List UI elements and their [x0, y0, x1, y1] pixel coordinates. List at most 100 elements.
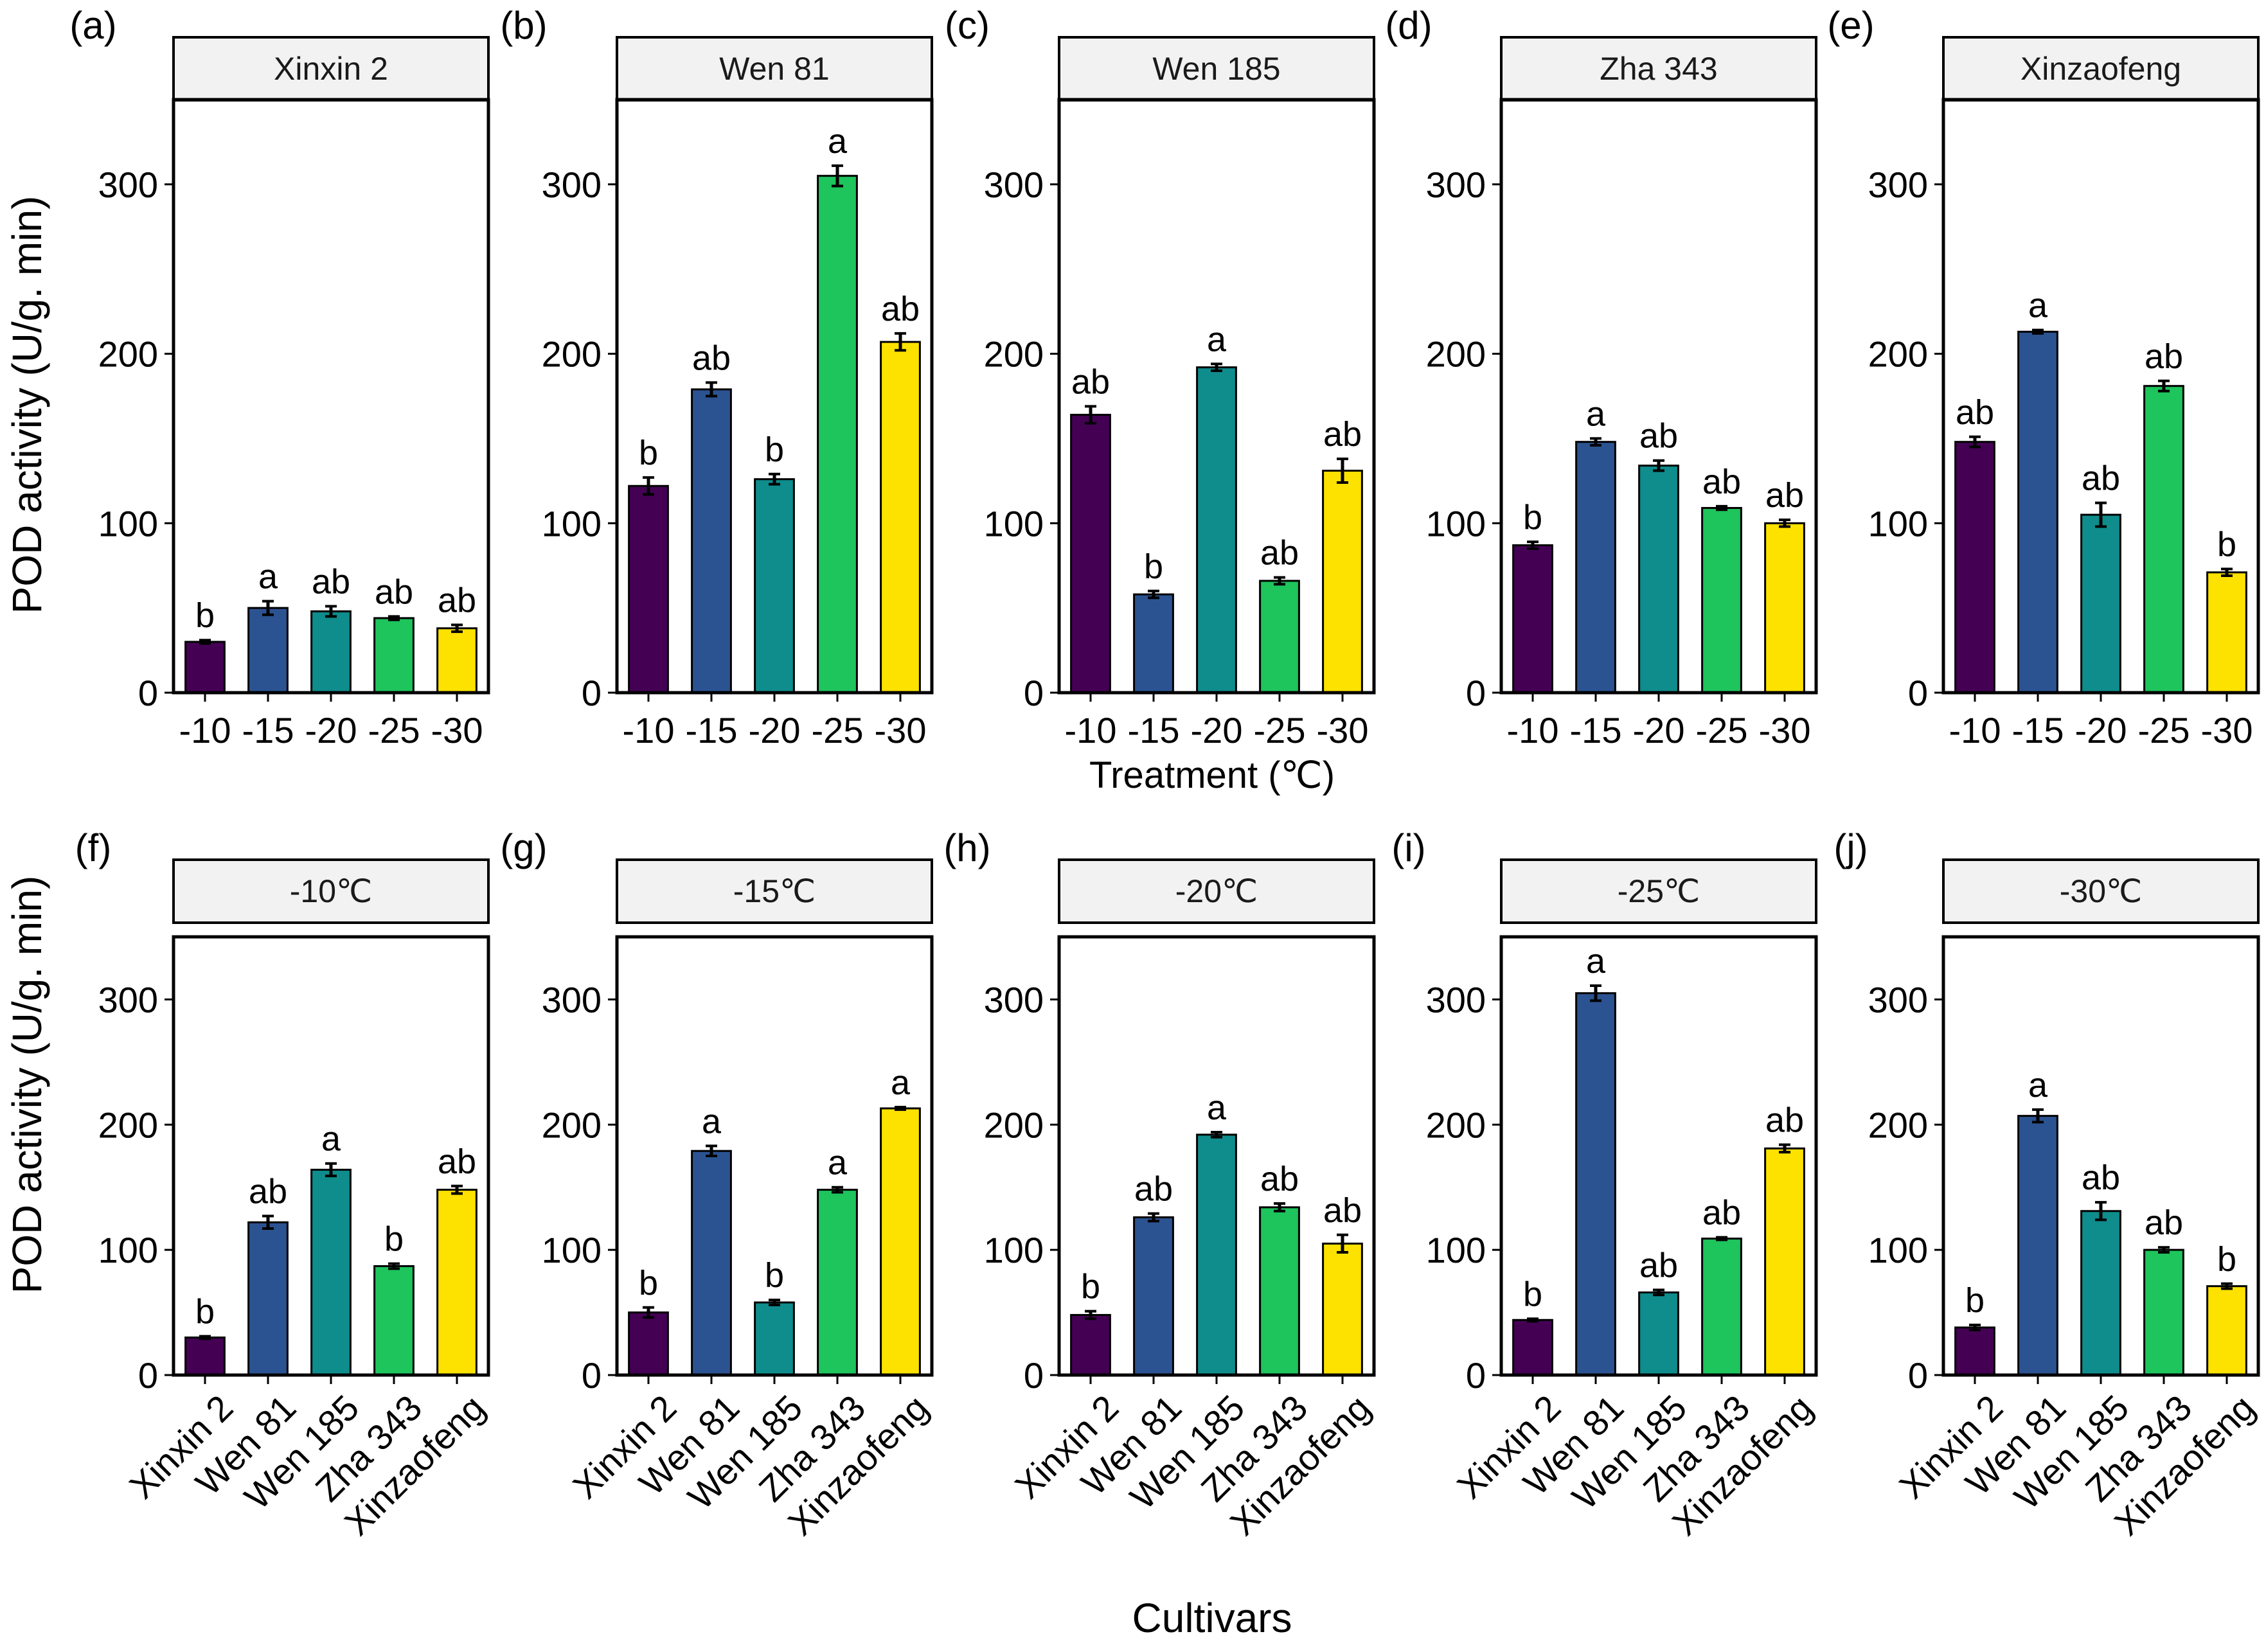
bar: [1701, 507, 1742, 694]
panel-frame: [615, 98, 934, 695]
significance-letter: b: [195, 596, 215, 635]
significance-letter: b: [765, 431, 784, 469]
significance-letter: a: [702, 1102, 722, 1141]
facet-strip-title: -30℃: [2060, 873, 2142, 909]
bar: [2143, 1248, 2184, 1376]
significance-letter: a: [2028, 287, 2048, 325]
bar: [754, 478, 795, 694]
facet-strip: [1500, 36, 1817, 102]
y-tick-label: 0: [138, 673, 158, 713]
panel-tag: (i): [1391, 826, 1425, 869]
y-tick-label: 100: [98, 503, 158, 544]
significance-letter: a: [321, 1120, 341, 1159]
x-axis-title-cultivars: Cultivars: [1132, 1595, 1292, 1641]
y-tick-label: 0: [1908, 673, 1928, 713]
panel-frame: [172, 935, 490, 1377]
bar: [1196, 1133, 1237, 1376]
y-tick-label: 200: [1426, 1105, 1486, 1145]
y-tick-label: 100: [98, 1230, 158, 1270]
y-tick-label: 0: [1466, 1355, 1486, 1396]
y-tick-label: 200: [98, 334, 158, 375]
bar: [184, 641, 226, 694]
bar: [1259, 580, 1300, 694]
bar: [880, 341, 921, 694]
significance-letter: ab: [881, 290, 920, 328]
significance-letter: ab: [438, 1142, 476, 1181]
bar: [1764, 1147, 1805, 1376]
significance-letter: a: [1586, 395, 1606, 433]
y-tick-label: 300: [98, 979, 158, 1020]
significance-letter: ab: [249, 1173, 287, 1211]
bar: [1133, 593, 1174, 694]
facet-strip: [172, 36, 490, 102]
bar: [436, 627, 477, 694]
bar: [817, 1189, 858, 1376]
facet-strip: [1500, 858, 1817, 924]
bar: [2206, 571, 2247, 694]
panel-tag: (e): [1827, 4, 1874, 47]
x-tick-label: -10: [179, 710, 231, 751]
y-tick-label: 200: [542, 1105, 602, 1145]
y-tick-label: 100: [984, 1230, 1044, 1270]
panel-frame: [1499, 935, 1818, 1377]
y-tick-label: 200: [1868, 1105, 1928, 1145]
y-tick-label: 200: [984, 334, 1044, 375]
significance-letter: ab: [375, 573, 413, 611]
significance-letter: b: [2217, 1240, 2236, 1279]
significance-letter: b: [384, 1220, 404, 1259]
x-tick-label: -15: [1570, 710, 1622, 751]
chart-panel: (c) Wen 185 0 100 200 300 ab -10 b -15 a -20 ab -25 ab…: [945, 4, 1376, 751]
x-tick-label: -30: [875, 710, 927, 751]
x-axis-title-treatment: Treatment (℃): [1089, 754, 1335, 796]
panel-frame: [1057, 98, 1376, 695]
significance-letter: b: [765, 1256, 784, 1295]
facet-strip: [172, 858, 490, 924]
bar: [2080, 1210, 2121, 1376]
bar: [817, 175, 858, 694]
y-axis-title-top: POD activity (U/g. min): [4, 196, 50, 614]
significance-letter: b: [1965, 1281, 1985, 1320]
bar: [247, 1221, 289, 1376]
y-tick-label: 100: [1426, 1230, 1486, 1270]
facet-strip: [616, 858, 933, 924]
significance-letter: ab: [1956, 393, 1994, 432]
bar: [247, 607, 289, 694]
facet-strip-title: Wen 185: [1152, 51, 1280, 87]
panel-tag: (f): [75, 826, 112, 869]
y-tick-label: 100: [542, 503, 602, 544]
facet-strip-title: -10℃: [290, 873, 372, 909]
panel-tag: (h): [943, 826, 990, 869]
bar: [2206, 1285, 2247, 1376]
facet-strip: [1942, 858, 2260, 924]
x-tick-label: -10: [623, 710, 675, 751]
significance-letter: ab: [1702, 1194, 1741, 1232]
bar: [1196, 366, 1237, 694]
bar: [1575, 441, 1616, 694]
facet-strip-title: Wen 81: [719, 51, 829, 87]
bar: [1701, 1238, 1742, 1376]
panel-frame: [1941, 935, 2260, 1377]
x-tick-label: -25: [368, 710, 420, 751]
y-tick-label: 100: [1426, 503, 1486, 544]
bar: [2017, 330, 2058, 694]
facet-strip: [1058, 36, 1375, 102]
bar: [310, 610, 352, 694]
panel-tag: (b): [500, 4, 547, 47]
significance-letter: a: [258, 558, 278, 596]
significance-letter: a: [1207, 320, 1227, 359]
y-tick-label: 300: [984, 164, 1044, 205]
bar: [1638, 1291, 1679, 1376]
bar: [310, 1168, 352, 1376]
significance-letter: a: [1207, 1088, 1227, 1127]
bar: [1070, 414, 1111, 694]
y-tick-label: 100: [542, 1230, 602, 1270]
x-tick-label: -30: [431, 710, 483, 751]
significance-letter: ab: [1260, 534, 1299, 573]
significance-letter: ab: [1260, 1160, 1299, 1198]
significance-letter: b: [2217, 525, 2236, 564]
bar: [691, 388, 732, 694]
panel-tag: (j): [1833, 826, 1868, 869]
panel-tag: (g): [500, 826, 547, 869]
